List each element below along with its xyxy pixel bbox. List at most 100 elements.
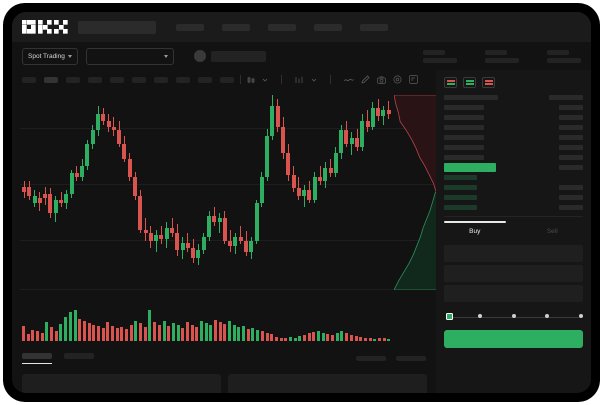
volume-bar: [307, 333, 311, 341]
pencil-icon[interactable]: [361, 75, 370, 84]
nav-item-4[interactable]: [314, 23, 342, 31]
volume-bar: [251, 327, 255, 341]
submit-buy-button[interactable]: [444, 330, 583, 348]
bottom-tab-2[interactable]: [64, 352, 94, 364]
volume-bar: [190, 325, 194, 341]
buy-tab[interactable]: Buy: [436, 221, 514, 241]
volume-bar: [228, 321, 232, 341]
orderbook-row[interactable]: [444, 112, 583, 122]
amount-percent-slider[interactable]: [446, 312, 583, 322]
interval-button-10[interactable]: [220, 76, 234, 83]
orderbook-amount: [559, 194, 583, 200]
volume-bar: [354, 335, 358, 341]
slider-stop-75[interactable]: [545, 314, 550, 318]
volume-bar: [256, 330, 260, 341]
chevron-down-icon[interactable]: [262, 77, 268, 83]
settings-icon[interactable]: [393, 75, 402, 84]
volume-bar: [246, 328, 250, 341]
interval-button-4[interactable]: [88, 76, 102, 83]
nav-item-3[interactable]: [268, 23, 296, 31]
orderbook-row[interactable]: [444, 202, 583, 212]
slider-stop-50[interactable]: [511, 314, 516, 318]
bottom-action-1[interactable]: [356, 355, 386, 361]
bottom-tab-1-label: [22, 352, 52, 359]
nav-item-5[interactable]: [360, 23, 388, 31]
orderbook-row[interactable]: [444, 92, 583, 102]
sell-tab[interactable]: Sell: [514, 221, 592, 241]
volume-bar: [36, 331, 40, 341]
slider-stop-100[interactable]: [579, 314, 583, 318]
orderbook-row[interactable]: [444, 122, 583, 132]
volume-bar: [92, 325, 96, 341]
indicator-icon[interactable]: [295, 76, 304, 84]
orderbook-last-price-row[interactable]: [444, 162, 583, 172]
top-navigation-bar: [12, 12, 591, 42]
volume-bar: [279, 337, 283, 341]
orderbook-row[interactable]: [444, 132, 583, 142]
orderbook-price: [444, 154, 484, 160]
bottom-panel-left[interactable]: [22, 374, 221, 393]
volume-bar: [335, 333, 339, 341]
volume-bar: [78, 318, 82, 341]
volume-bar: [265, 332, 269, 341]
bottom-tab-1[interactable]: [22, 352, 52, 364]
interval-button-3[interactable]: [66, 76, 80, 83]
line-chart-icon[interactable]: [344, 76, 354, 84]
avatar[interactable]: [193, 50, 206, 62]
interval-button-5[interactable]: [110, 76, 124, 83]
orderbook-row[interactable]: [444, 192, 583, 202]
nav-item-1[interactable]: [176, 23, 204, 31]
orderbook-view-bids-icon[interactable]: [463, 77, 476, 88]
slider-stop-25[interactable]: [477, 314, 482, 318]
bottom-action-2[interactable]: [396, 355, 426, 361]
interval-button-2[interactable]: [44, 76, 58, 83]
volume-bar: [303, 334, 306, 341]
pair-and-account-bar: Spot Trading: [12, 42, 591, 70]
chart-gridlines: [12, 89, 436, 304]
interval-button-7[interactable]: [154, 76, 168, 83]
candlestick-icon[interactable]: [247, 76, 255, 84]
search-input[interactable]: [78, 20, 156, 34]
orderbook-view-both-icon[interactable]: [444, 77, 457, 88]
trading-mode-select[interactable]: Spot Trading: [22, 47, 78, 65]
orderbook-rows[interactable]: [436, 92, 591, 212]
volume-bar: [162, 321, 166, 341]
orderbook-amount: [559, 184, 583, 190]
total-field[interactable]: [444, 285, 583, 302]
interval-button-8[interactable]: [176, 76, 190, 83]
price-chart[interactable]: [12, 89, 438, 304]
orderbook-row[interactable]: [444, 172, 583, 182]
orderbook-row[interactable]: [444, 182, 583, 192]
bottom-panel-right[interactable]: [228, 374, 427, 393]
slider-handle[interactable]: [446, 313, 453, 320]
stat-value: [423, 57, 457, 63]
buy-sell-tabs: Buy Sell: [436, 221, 591, 241]
fullscreen-icon[interactable]: [409, 75, 418, 84]
volume-bar: [139, 323, 143, 341]
orderbook-row[interactable]: [444, 152, 583, 162]
orderbook-row[interactable]: [444, 102, 583, 112]
chart-tool-icons: [247, 75, 418, 84]
buy-tab-label: Buy: [469, 227, 481, 235]
nav-item-2[interactable]: [222, 23, 250, 31]
interval-button-9[interactable]: [198, 76, 212, 83]
orderbook-view-asks-icon[interactable]: [482, 77, 495, 88]
price-field[interactable]: [444, 245, 583, 262]
volume-bar: [181, 327, 185, 341]
stat-label: [485, 49, 507, 55]
interval-button-6[interactable]: [132, 76, 146, 83]
chevron-down-icon[interactable]: [311, 77, 317, 83]
trading-pair-select[interactable]: [85, 47, 174, 65]
orderbook-amount: [549, 94, 583, 100]
volume-bar: [185, 322, 189, 341]
interval-button-1[interactable]: [22, 76, 36, 83]
toolbar-divider: [240, 75, 241, 84]
okx-logo[interactable]: [22, 20, 68, 34]
volume-bar: [153, 322, 157, 341]
stat-label: [423, 49, 445, 55]
camera-icon[interactable]: [377, 76, 386, 84]
toolbar-divider: [281, 75, 282, 84]
amount-field[interactable]: [444, 265, 583, 282]
orderbook-row[interactable]: [444, 142, 583, 152]
volume-bar: [171, 323, 175, 341]
